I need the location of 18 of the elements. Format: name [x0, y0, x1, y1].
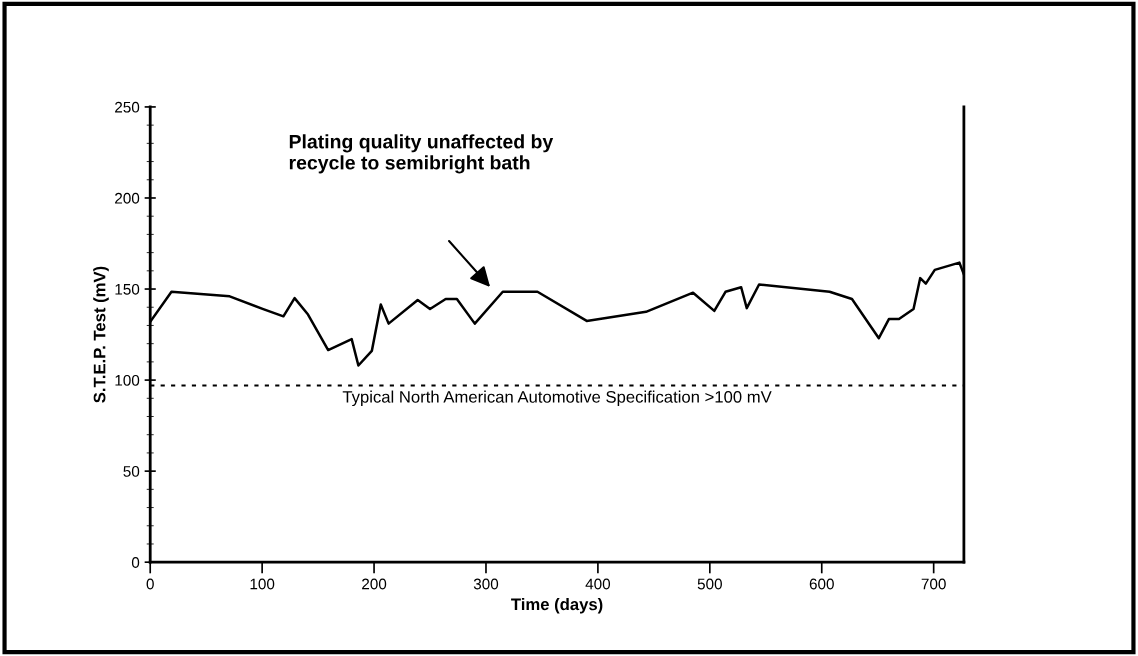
y-tick-label: 0 [131, 557, 140, 568]
y-tick-label: 50 [123, 466, 140, 477]
y-tick-label: 250 [115, 101, 140, 113]
annotation: Typical North American Automotive Specification >100 mV [342, 390, 772, 407]
x-tick-label: 700 [921, 578, 946, 590]
x-tick-label: 200 [362, 578, 387, 590]
x-tick-label: 500 [697, 578, 722, 590]
x-axis-title: Time (days) [511, 597, 603, 614]
y-axis-title: S.T.E.P. Test (mV) [93, 266, 109, 403]
x-tick-label: 400 [585, 578, 611, 590]
y-tick-label: 150 [115, 283, 140, 295]
annotation: Plating quality unaffected by recycle to semibright bath [289, 134, 554, 174]
x-tick-label: 0 [146, 578, 154, 590]
x-tick-label: 100 [250, 578, 275, 590]
y-tick-label: 100 [115, 374, 140, 386]
y-tick-label: 200 [115, 192, 140, 204]
x-tick-label: 300 [473, 578, 499, 590]
x-tick-label: 600 [809, 578, 834, 590]
